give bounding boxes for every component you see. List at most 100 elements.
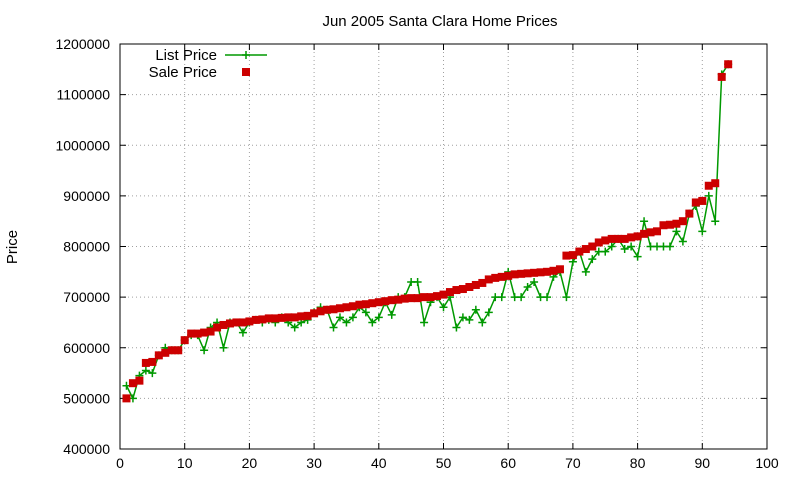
sale-price-point (530, 268, 539, 277)
list-price-point (478, 318, 487, 327)
chart-title: Jun 2005 Santa Clara Home Prices (322, 13, 557, 30)
sale-price-point (413, 294, 422, 303)
sale-price-point (180, 336, 189, 345)
y-tick-label: 600000 (63, 340, 110, 356)
sale-price-point (148, 357, 157, 366)
sale-price-point (310, 309, 319, 318)
sale-price-point (420, 293, 429, 302)
y-tick-label: 400000 (63, 441, 110, 457)
sale-price-point (174, 346, 183, 355)
sale-price-point (588, 242, 597, 251)
sale-price-point (620, 234, 629, 243)
sale-price-point (458, 285, 467, 294)
list-price-point (678, 237, 687, 246)
list-price-point (633, 252, 642, 261)
x-tick-label: 20 (242, 455, 258, 471)
sale-price-point (659, 221, 668, 230)
list-price-point (290, 323, 299, 332)
sale-price-point (135, 376, 144, 385)
list-price-point (620, 245, 629, 254)
y-tick-label: 1200000 (55, 36, 110, 52)
sale-price-point (439, 290, 448, 299)
sale-price-point (225, 319, 234, 328)
y-axis-label: Price (4, 230, 21, 264)
x-tick-label: 60 (500, 455, 516, 471)
sale-price-point (264, 314, 273, 323)
sale-price-point (640, 229, 649, 238)
list-price-point (329, 323, 338, 332)
list-price-point (672, 227, 681, 236)
list-price-point (348, 313, 357, 322)
sale-price-point (245, 317, 254, 326)
list-price-point (607, 242, 616, 251)
sale-price-point (335, 304, 344, 313)
sale-price-point (717, 72, 726, 81)
sale-price-point (303, 311, 312, 320)
sale-price-point (568, 251, 577, 260)
sale-price-point (685, 209, 694, 218)
sale-price-point (484, 275, 493, 284)
sale-price-point (141, 358, 150, 367)
legend-label-sale-price: Sale Price (149, 64, 217, 81)
y-tick-label: 1100000 (57, 87, 111, 103)
sale-price-point (704, 181, 713, 190)
list-price-point (581, 267, 590, 276)
list-price-point (219, 343, 228, 352)
sale-price-point (206, 327, 215, 336)
sale-price-point (122, 394, 131, 403)
sale-price-point (665, 220, 674, 229)
x-tick-label: 10 (177, 455, 193, 471)
sale-price-point (251, 315, 260, 324)
sale-price-point (297, 312, 306, 321)
sale-price-point (562, 251, 571, 260)
sale-price-point (187, 329, 196, 338)
list-price-point (484, 308, 493, 317)
x-tick-label: 90 (695, 455, 711, 471)
series-layer (122, 60, 733, 403)
sale-price-point (277, 313, 286, 322)
y-tick-label: 800000 (63, 239, 110, 255)
sale-price-point (581, 245, 590, 254)
sale-price-point (646, 228, 655, 237)
sale-price-point (200, 328, 209, 337)
sale-price-point (536, 268, 545, 277)
list-price-point (640, 217, 649, 226)
x-tick-label: 40 (371, 455, 387, 471)
sale-price-point (672, 219, 681, 228)
list-price-point (704, 191, 713, 200)
sale-price-point (607, 234, 616, 243)
y-tick-label: 1000000 (55, 137, 110, 153)
sale-price-point (271, 314, 280, 323)
list-price-point (452, 323, 461, 332)
list-price-point (200, 346, 209, 355)
sale-price-point (698, 196, 707, 205)
sale-price-point (290, 313, 299, 322)
x-tick-label: 100 (755, 455, 779, 471)
x-tick-label: 50 (436, 455, 452, 471)
sale-price-point (594, 238, 603, 247)
sale-price-point (510, 270, 519, 279)
list-price-point (562, 293, 571, 302)
list-price-point (465, 315, 474, 324)
sale-price-point (575, 247, 584, 256)
y-tick-label: 900000 (63, 188, 110, 204)
list-price-point (342, 318, 351, 327)
sale-price-point (368, 299, 377, 308)
list-price-point (665, 242, 674, 251)
legend-marker-sale-price (242, 68, 250, 76)
sale-price-point (238, 318, 247, 327)
list-price-point (523, 283, 532, 291)
list-price-point (458, 313, 467, 322)
sale-price-point (653, 227, 662, 236)
sale-price-point (154, 351, 163, 360)
sale-price-point (555, 265, 564, 274)
sale-price-point (504, 271, 513, 280)
list-price-point (711, 217, 720, 226)
x-tick-label: 70 (565, 455, 581, 471)
sale-price-point (387, 296, 396, 305)
list-price-point (601, 247, 610, 256)
sale-price-point (426, 293, 435, 302)
sale-price-point (601, 236, 610, 245)
sale-price-point (213, 323, 222, 332)
